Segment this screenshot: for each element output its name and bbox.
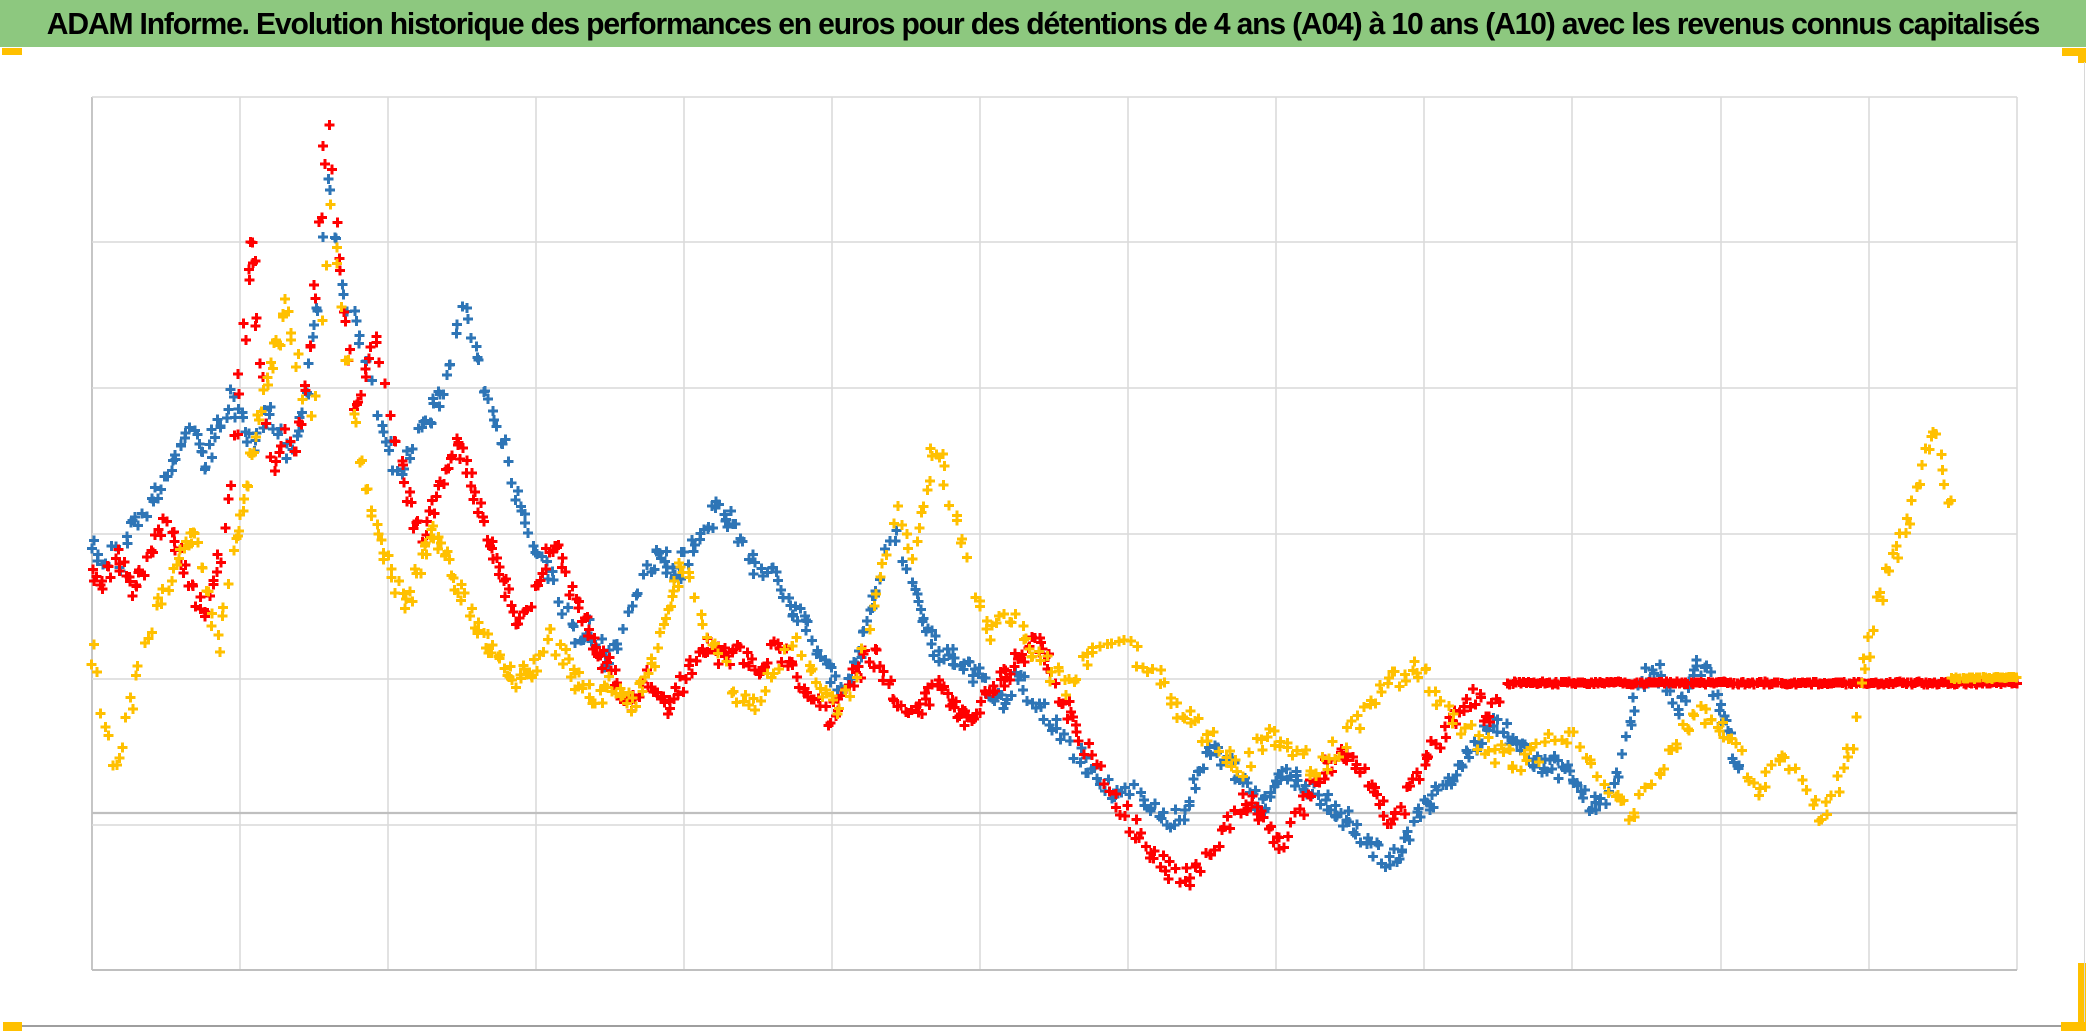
selection-corner-top-left [2, 48, 22, 55]
selection-corner-top-right-tab [2078, 48, 2086, 63]
title-bar: ADAM Informe. Evolution historique des p… [0, 0, 2086, 47]
performance-chart[interactable] [0, 47, 2086, 1031]
series-red-markers [88, 120, 2022, 891]
bottom-border-line [22, 1025, 2061, 1027]
chart-canvas [86, 96, 2022, 971]
selection-corner-bottom-left [3, 1022, 22, 1031]
selection-corner-bottom-right-tab [2078, 963, 2086, 1031]
right-edge-line [2084, 62, 2085, 1022]
selection-corner-bottom-right [2061, 1022, 2086, 1031]
series-yellow-markers [86, 199, 2022, 826]
selection-corner-top-right [2062, 48, 2086, 56]
chart-title: ADAM Informe. Evolution historique des p… [46, 5, 2041, 41]
series-blue-markers [87, 174, 1744, 872]
